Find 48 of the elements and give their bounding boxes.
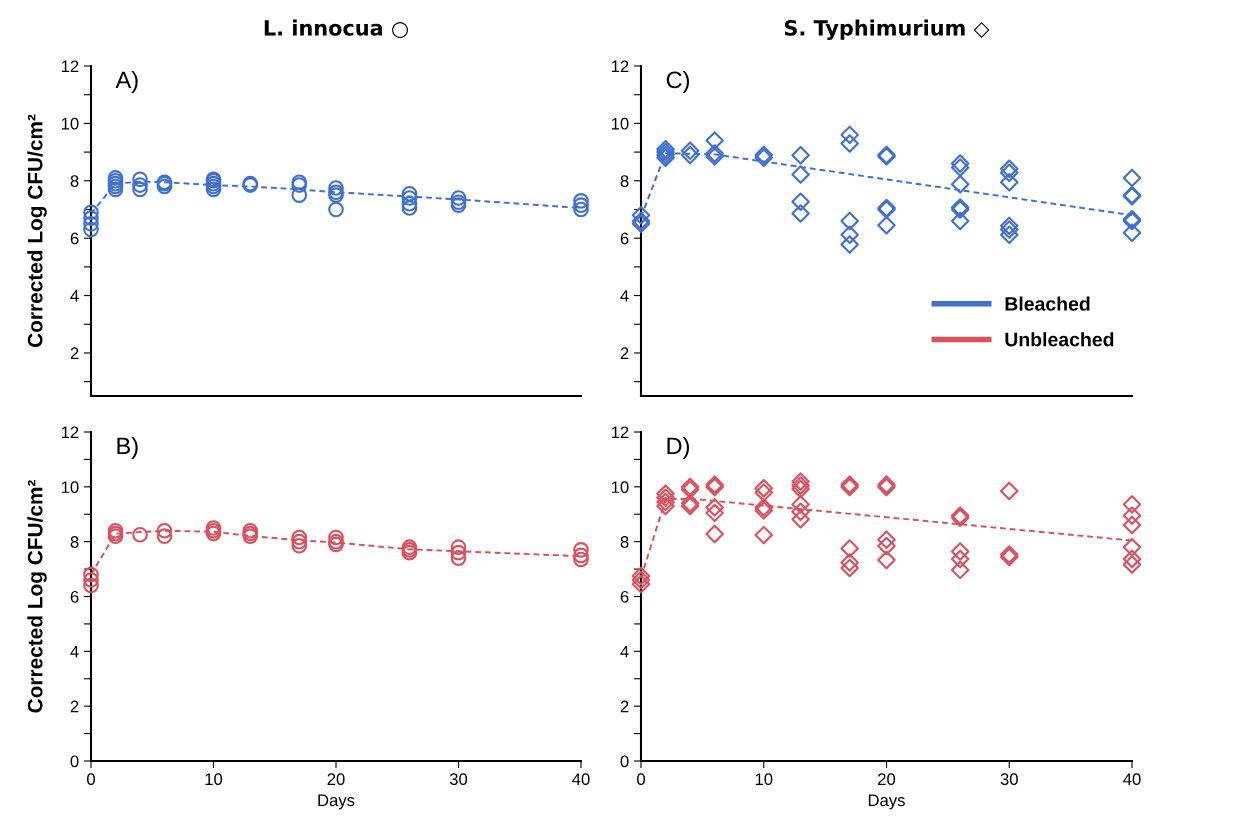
y-tick-label: 4 — [70, 645, 79, 658]
y-axis-title: Corrected Log CFU/cm² — [27, 114, 47, 348]
y-tick-label: 4 — [620, 645, 629, 658]
y-tick-label: 2 — [70, 347, 79, 359]
x-tick-label: 30 — [1000, 773, 1018, 786]
y-tick-label: 12 — [611, 426, 629, 439]
y-tick-label: 6 — [70, 590, 79, 603]
x-tick-label: 40 — [572, 773, 590, 786]
chart-title: L. innocua ○ — [264, 19, 408, 39]
annotation: C) — [666, 70, 689, 93]
y-tick-label: 0 — [70, 755, 79, 768]
x-tick-label: 30 — [449, 773, 468, 786]
y-tick-label: 10 — [611, 481, 629, 494]
y-tick-label: 12 — [61, 60, 79, 73]
annotation: B) — [117, 436, 138, 459]
legend-label: Unbleached — [1005, 332, 1114, 347]
chart-title: S. Typhimurium ◇ — [784, 19, 990, 40]
x-axis-title: Days — [318, 794, 355, 810]
y-tick-label: 2 — [70, 700, 79, 713]
annotation: D) — [667, 436, 689, 459]
y-tick-label: 4 — [70, 290, 79, 302]
x-tick-label: 10 — [205, 773, 223, 786]
annotation: A) — [115, 70, 138, 93]
y-tick-label: 10 — [611, 117, 629, 130]
y-axis-title: Corrected Log CFU/cm² — [27, 480, 47, 713]
y-tick-label: 10 — [61, 481, 79, 494]
y-tick-label: 8 — [620, 175, 629, 187]
x-tick-label: 0 — [87, 773, 95, 786]
y-tick-label: 10 — [61, 117, 79, 130]
x-tick-label: 10 — [755, 773, 773, 786]
y-tick-label: 0 — [620, 755, 629, 768]
y-tick-label: 12 — [611, 60, 629, 73]
y-tick-label: 2 — [620, 347, 629, 359]
y-tick-label: 4 — [620, 290, 629, 302]
y-tick-label: 12 — [61, 426, 79, 439]
x-tick-label: 20 — [327, 773, 345, 786]
y-tick-label: 8 — [620, 536, 629, 548]
x-axis-title: Days — [868, 794, 905, 810]
y-tick-label: 6 — [70, 232, 79, 245]
y-tick-label: 6 — [620, 232, 629, 245]
y-tick-label: 8 — [70, 536, 79, 548]
x-tick-label: 20 — [878, 773, 896, 786]
x-tick-label: 40 — [1123, 773, 1141, 786]
y-tick-label: 8 — [70, 175, 79, 187]
legend-label: Bleached — [1005, 296, 1090, 311]
y-tick-label: 6 — [620, 590, 629, 603]
x-tick-label: 0 — [637, 773, 645, 786]
y-tick-label: 2 — [620, 700, 629, 713]
